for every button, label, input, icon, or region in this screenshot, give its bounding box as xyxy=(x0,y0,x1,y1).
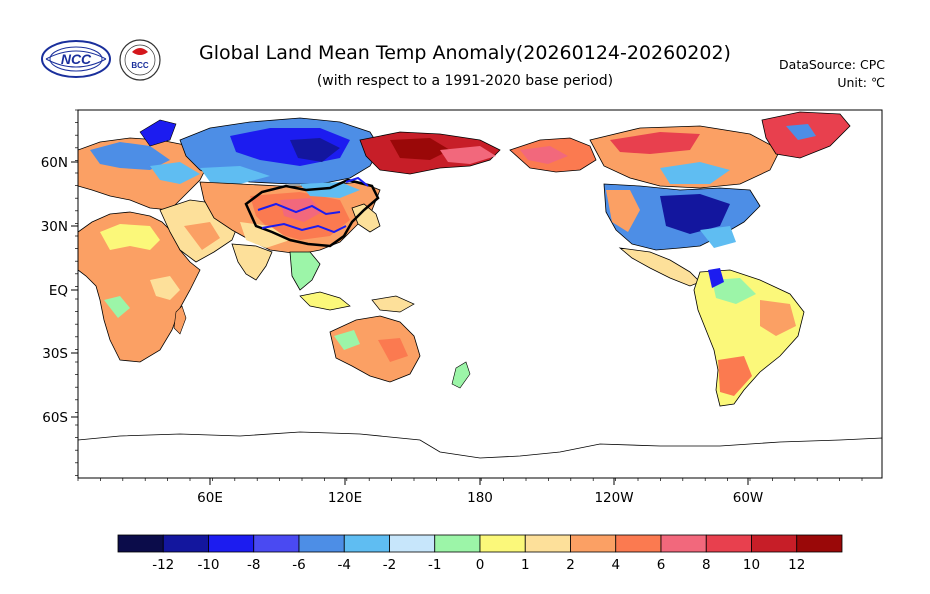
colorbar-swatch xyxy=(796,534,843,553)
canada-hot xyxy=(610,132,700,154)
map-subtitle: (with respect to a 1991-2020 base period… xyxy=(316,73,614,89)
colorbar-label: 8 xyxy=(702,557,711,573)
canada-cold xyxy=(660,162,730,184)
colorbar-swatch xyxy=(524,534,571,553)
indonesia xyxy=(299,291,351,311)
colorbar-swatch xyxy=(298,534,345,553)
yangtze-river xyxy=(261,222,347,234)
colorbar-label: -2 xyxy=(383,557,396,573)
datasource-label: DataSource: CPC xyxy=(779,57,885,72)
colorbar-label: 0 xyxy=(476,557,485,573)
tibet-yellow xyxy=(240,222,290,248)
colorbar-swatch xyxy=(570,534,617,553)
colorbar-swatch xyxy=(660,534,707,553)
colorbar-swatch xyxy=(434,534,481,553)
colorbar-swatch xyxy=(253,534,300,553)
colorbar-label: -8 xyxy=(247,557,260,573)
source-info: DataSource: CPC Unit: ℃ xyxy=(779,56,885,92)
us-southeast-cyan xyxy=(700,226,736,248)
axis-group: 60E 120E 180 120W 60W 60N 30N EQ 30S 60S xyxy=(41,109,863,506)
sa-south-warm xyxy=(718,356,752,396)
bcc-logo: BCC xyxy=(118,38,162,86)
madagascar xyxy=(173,305,187,335)
india xyxy=(231,243,273,281)
colorbar-swatch xyxy=(705,534,752,553)
australia-green xyxy=(334,330,360,350)
new-zealand xyxy=(451,361,471,389)
colorbar-label: 10 xyxy=(743,557,760,573)
siberia-darkest xyxy=(290,138,340,162)
greenland-cold xyxy=(786,124,816,140)
colorbar-label: -4 xyxy=(338,557,351,573)
map-title: Global Land Mean Temp Anomaly(20260124-2… xyxy=(199,42,731,64)
colorbar-swatch xyxy=(389,534,436,553)
colorbar: -12 -10 -8 -6 -4 -2 -1 0 1 2 4 6 8 10 12 xyxy=(117,534,843,573)
africa-yellow-east xyxy=(150,276,180,300)
lon-tick-label: 120E xyxy=(328,490,362,506)
lat-tick-label: 30S xyxy=(42,346,68,362)
colorbar-label: 12 xyxy=(788,557,805,573)
colorbar-swatch xyxy=(162,534,209,553)
yellow-river xyxy=(257,202,341,216)
colorbar-label: -6 xyxy=(292,557,305,573)
colorbar-label: 6 xyxy=(657,557,666,573)
europe-blue xyxy=(90,142,170,170)
africa-yellow xyxy=(100,224,160,250)
sa-north-green xyxy=(712,278,756,304)
colorbar-label: 2 xyxy=(566,557,575,573)
arabia-warm xyxy=(184,222,220,250)
korea-japan xyxy=(351,203,381,233)
lon-tick-label: 180 xyxy=(467,490,493,506)
colorbar-label: -1 xyxy=(428,557,441,573)
lat-tick-label: 30N xyxy=(41,219,68,235)
colorbar-swatch xyxy=(751,534,798,553)
land-anomaly-layer xyxy=(78,111,882,478)
colorbar-swatch xyxy=(208,534,255,553)
china-border xyxy=(244,178,380,248)
europe-cyan xyxy=(150,162,200,184)
bcc-logo-text: BCC xyxy=(131,61,149,70)
alaska-hot xyxy=(520,146,568,164)
new-guinea xyxy=(371,295,415,313)
antarctica xyxy=(78,431,882,478)
sa-east-warm xyxy=(760,300,796,336)
colorbar-label: 1 xyxy=(521,557,530,573)
unit-label: Unit: ℃ xyxy=(837,75,885,90)
sa-cold-spot xyxy=(708,268,724,288)
colorbar-label: -12 xyxy=(152,557,174,573)
lon-tick-label: 60E xyxy=(197,490,223,506)
africa-green xyxy=(104,296,130,318)
mexico xyxy=(618,247,701,287)
colorbar-swatch xyxy=(479,534,526,553)
colorbar-swatch xyxy=(343,534,390,553)
siberia-cyan xyxy=(200,166,270,184)
ne-siberia-darkest xyxy=(390,138,450,160)
ncc-logo: NCC xyxy=(40,38,112,84)
colorbar-swatch xyxy=(117,534,164,553)
australia-hot xyxy=(378,338,408,362)
lon-tick-label: 120W xyxy=(594,490,633,506)
colorbar-label: -10 xyxy=(197,557,219,573)
ncc-logo-text: NCC xyxy=(61,51,92,67)
songhua-river xyxy=(345,176,369,187)
lat-tick-label: 60S xyxy=(42,410,68,426)
colorbar-swatch xyxy=(615,534,662,553)
us-west-warm xyxy=(606,190,640,232)
ne-siberia-light xyxy=(440,146,496,164)
lon-tick-label: 60W xyxy=(733,490,764,506)
lat-tick-label: EQ xyxy=(49,283,68,299)
colorbar-label: 4 xyxy=(611,557,620,573)
lat-tick-label: 60N xyxy=(41,155,68,171)
mongolia-cold xyxy=(300,182,360,198)
us-east-coldest xyxy=(660,194,730,234)
indochina xyxy=(289,251,321,291)
scandinavia xyxy=(139,119,177,147)
